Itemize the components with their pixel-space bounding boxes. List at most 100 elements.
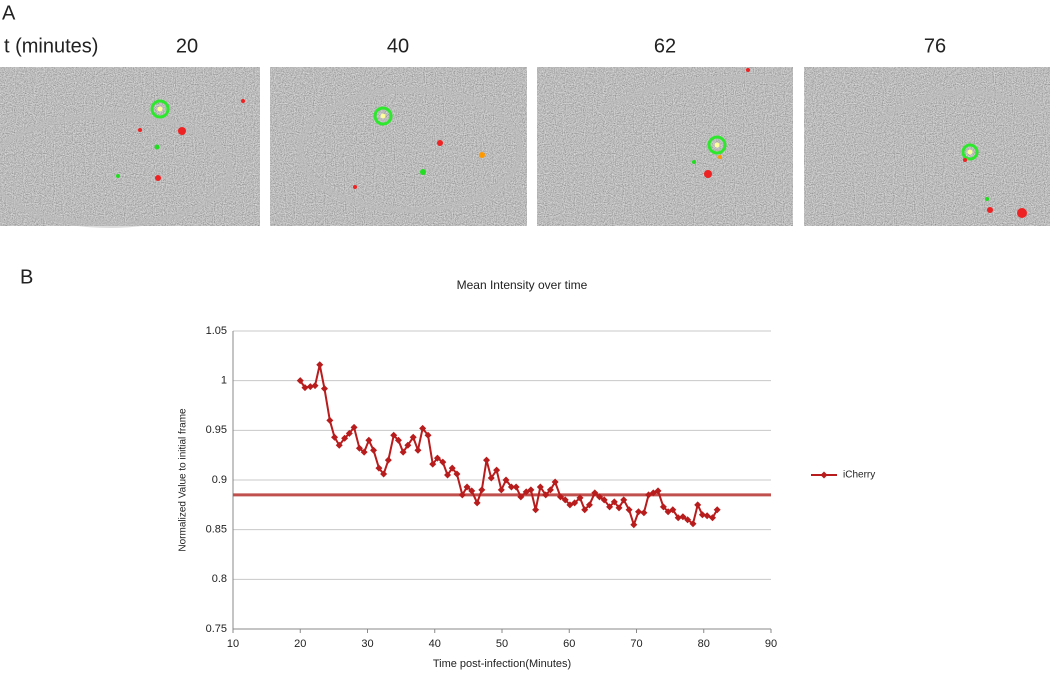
time-label: t (minutes) [4, 35, 98, 57]
data-point [557, 493, 565, 501]
panel-label: A [2, 2, 16, 24]
data-point [713, 506, 721, 514]
data-point [536, 483, 544, 491]
data-point [591, 489, 599, 497]
data-point [606, 503, 614, 511]
data-point [335, 441, 343, 449]
data-point [316, 361, 324, 369]
y-tick-label: 0.8 [212, 573, 227, 585]
data-point [497, 486, 505, 494]
y-tick-label: 1.05 [206, 325, 227, 337]
data-point [708, 514, 716, 522]
data-point [345, 429, 353, 437]
data-point [571, 499, 579, 507]
data-point [414, 446, 422, 454]
data-point [444, 471, 452, 479]
data-point [512, 483, 520, 491]
data-point [674, 514, 682, 522]
data-point [625, 506, 633, 514]
timepoint: 76 [924, 35, 946, 57]
x-tick-label: 80 [698, 638, 710, 650]
data-point [424, 431, 432, 439]
data-point [375, 464, 383, 472]
data-point [493, 466, 501, 474]
micrograph [0, 67, 260, 228]
data-point [320, 385, 328, 393]
data-point [296, 377, 304, 385]
data-point [370, 446, 378, 454]
data-point [399, 448, 407, 456]
data-point [487, 474, 495, 482]
micrograph [270, 67, 527, 226]
x-tick-label: 30 [361, 638, 373, 650]
data-point [390, 431, 398, 439]
timepoint: 20 [176, 35, 198, 57]
data-point [585, 501, 593, 509]
data-point [698, 511, 706, 519]
data-point [684, 516, 692, 524]
x-tick-label: 20 [294, 638, 306, 650]
x-tick-label: 90 [765, 638, 777, 650]
data-point [306, 383, 314, 391]
data-point [380, 470, 388, 478]
data-point [419, 424, 427, 432]
x-axis-title: Time post-infection(Minutes) [433, 658, 571, 670]
data-point [596, 493, 604, 501]
data-point [458, 491, 466, 499]
data-point [600, 496, 608, 504]
data-point [561, 496, 569, 504]
legend-marker [820, 471, 828, 479]
data-point [689, 520, 697, 528]
data-point [703, 512, 711, 520]
data-point [301, 384, 309, 392]
x-tick-label: 40 [429, 638, 441, 650]
data-point [463, 483, 471, 491]
y-tick-label: 0.85 [206, 524, 227, 536]
data-point [527, 486, 535, 494]
data-point [635, 508, 643, 516]
data-point [507, 483, 515, 491]
x-tick-label: 10 [227, 638, 239, 650]
data-point [409, 433, 417, 441]
data-point [429, 460, 437, 468]
data-point [360, 448, 368, 456]
y-tick-label: 0.75 [206, 623, 227, 635]
data-point [448, 464, 456, 472]
data-point [394, 436, 402, 444]
data-point [311, 382, 319, 390]
data-point [468, 487, 476, 495]
chart-title: Mean Intensity over time [457, 278, 588, 292]
data-point [669, 506, 677, 514]
data-point [679, 513, 687, 521]
data-point [478, 486, 486, 494]
data-point [473, 499, 481, 507]
y-tick-label: 1 [221, 375, 227, 387]
data-point [615, 504, 623, 512]
data-point [350, 423, 358, 431]
data-point [654, 487, 662, 495]
data-point [502, 476, 510, 484]
data-point [365, 436, 373, 444]
data-point [532, 506, 540, 514]
data-point [384, 456, 392, 464]
y-tick-label: 0.9 [212, 474, 227, 486]
series-line [299, 364, 719, 528]
x-tick-label: 70 [630, 638, 642, 650]
data-point [331, 433, 339, 441]
x-tick-label: 50 [496, 638, 508, 650]
data-point [694, 501, 702, 509]
data-point [581, 506, 589, 514]
data-point [542, 491, 550, 499]
data-point [483, 456, 491, 464]
data-point [610, 498, 618, 506]
y-axis-title: Normalized Value to initial frame [178, 408, 189, 552]
data-point [341, 434, 349, 442]
micrograph [537, 67, 793, 226]
timepoint: 62 [654, 35, 676, 57]
data-point [439, 458, 447, 466]
data-point [620, 496, 628, 504]
data-point [546, 486, 554, 494]
timepoint: 40 [387, 35, 409, 57]
data-point [576, 494, 584, 502]
